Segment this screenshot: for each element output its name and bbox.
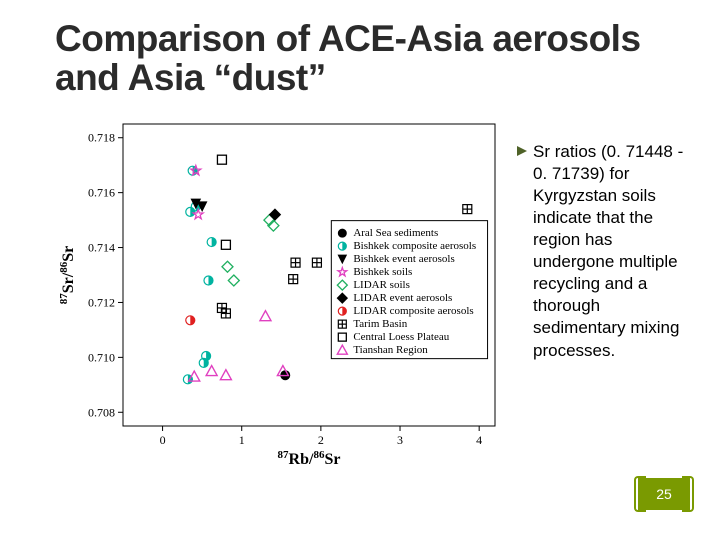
- svg-text:Central Loess Plateau: Central Loess Plateau: [353, 331, 449, 343]
- svg-text:LIDAR event aerosols: LIDAR event aerosols: [353, 292, 452, 304]
- svg-text:0.710: 0.710: [88, 350, 115, 364]
- svg-text:2: 2: [318, 433, 324, 447]
- page-number: 25: [656, 486, 672, 502]
- svg-text:Aral Sea sediments: Aral Sea sediments: [353, 227, 438, 239]
- svg-text:Bishkek composite aerosols: Bishkek composite aerosols: [353, 240, 476, 252]
- svg-text:LIDAR composite aerosols: LIDAR composite aerosols: [353, 305, 473, 317]
- bullet-arrow-icon: [515, 144, 529, 158]
- svg-text:1: 1: [239, 433, 245, 447]
- svg-text:87Rb/86Sr: 87Rb/86Sr: [278, 449, 341, 468]
- chart-svg: 0 1 2 3 4 0.708 0.710 0.712 0.714 0.716 0.718 87Rb/…: [55, 116, 505, 476]
- bullet-column: Sr ratios (0. 71448 - 0. 71739) for Kyrg…: [505, 116, 690, 362]
- svg-text:0.714: 0.714: [88, 240, 115, 254]
- svg-text:3: 3: [397, 433, 403, 447]
- svg-text:0.716: 0.716: [88, 185, 115, 199]
- slide-title: Comparison of ACE-Asia aerosols and Asia…: [55, 20, 690, 98]
- bullet-text: Sr ratios (0. 71448 - 0. 71739) for Kyrg…: [533, 141, 690, 362]
- svg-text:4: 4: [476, 433, 482, 447]
- svg-text:0: 0: [160, 433, 166, 447]
- svg-text:Bishkek soils: Bishkek soils: [353, 266, 412, 278]
- content-row: 0 1 2 3 4 0.708 0.710 0.712 0.714 0.716 0.718 87Rb/…: [55, 116, 690, 476]
- svg-text:0.718: 0.718: [88, 130, 115, 144]
- svg-text:87Sr/86Sr: 87Sr/86Sr: [58, 245, 77, 303]
- svg-text:Tianshan Region: Tianshan Region: [353, 344, 428, 356]
- svg-text:LIDAR soils: LIDAR soils: [353, 279, 410, 291]
- bullet-item: Sr ratios (0. 71448 - 0. 71739) for Kyrg…: [515, 141, 690, 362]
- scatter-chart: 0 1 2 3 4 0.708 0.710 0.712 0.714 0.716 0.718 87Rb/…: [55, 116, 505, 476]
- svg-text:Tarim Basin: Tarim Basin: [353, 318, 407, 330]
- slide: Comparison of ACE-Asia aerosols and Asia…: [0, 0, 720, 540]
- svg-text:0.712: 0.712: [88, 295, 115, 309]
- svg-text:Bishkek event aerosols: Bishkek event aerosols: [353, 253, 454, 265]
- page-number-badge: 25: [638, 478, 690, 510]
- svg-text:0.708: 0.708: [88, 405, 115, 419]
